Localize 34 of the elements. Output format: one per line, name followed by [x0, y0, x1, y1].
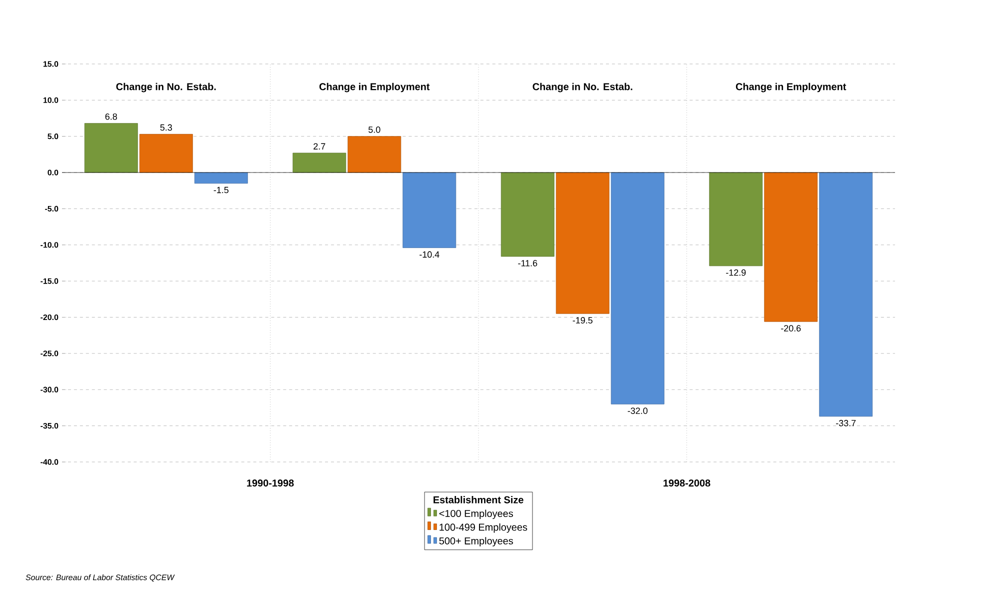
bar — [764, 172, 818, 322]
bar — [402, 172, 456, 248]
x-tick-label: Change in Employment — [736, 82, 846, 92]
data-label: 6.8 — [105, 113, 117, 120]
bar — [139, 134, 193, 173]
data-label: -11.6 — [518, 260, 538, 266]
data-label: 2.7 — [314, 143, 326, 150]
bar — [500, 172, 554, 257]
data-label: -20.6 — [781, 325, 801, 332]
data-label: -12.9 — [726, 269, 746, 276]
bar — [292, 152, 346, 173]
x-tick-label: Change in No. Estab. — [116, 82, 216, 92]
bar — [84, 123, 138, 173]
legend-title: Establishment Size — [434, 496, 524, 504]
legend-label: 500+ Employees — [439, 537, 513, 546]
data-label: -33.7 — [836, 420, 856, 426]
text: 1990-1998 — [247, 480, 294, 487]
data-label: -32.0 — [628, 408, 648, 414]
data-label: 5.3 — [160, 124, 172, 131]
bar — [194, 172, 248, 184]
data-label: -1.5 — [214, 186, 228, 194]
x-tick-label: Change in No. Estab. — [532, 82, 632, 92]
data-label: -10.4 — [420, 251, 440, 258]
bar — [709, 172, 763, 266]
bar — [556, 172, 610, 314]
bar — [610, 172, 664, 404]
bar — [348, 136, 402, 173]
data-label: -19.5 — [572, 317, 592, 324]
bar — [819, 172, 873, 417]
legend-label: <100 Employees — [439, 510, 513, 519]
text: 1998-2008 — [664, 480, 710, 487]
x-tick-label: Change in Employment — [319, 82, 430, 92]
data-label: 5.0 — [368, 126, 380, 133]
legend-label: 100-499 Employees — [440, 523, 528, 533]
